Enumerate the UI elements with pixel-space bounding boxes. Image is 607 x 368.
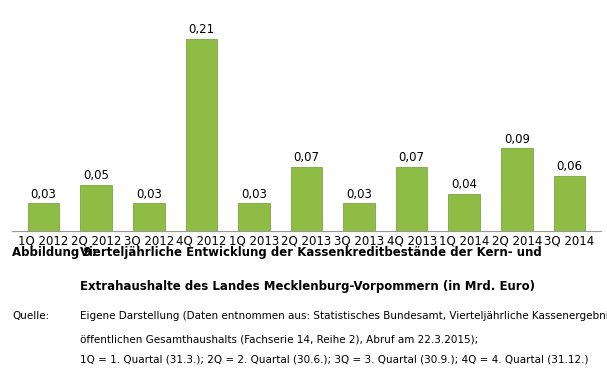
Bar <box>238 203 270 231</box>
Text: 0,07: 0,07 <box>294 151 319 164</box>
Text: 0,21: 0,21 <box>188 23 214 36</box>
Text: 0,03: 0,03 <box>346 188 372 201</box>
Text: Vierteljährliche Entwicklung der Kassenkreditbestände der Kern- und: Vierteljährliche Entwicklung der Kassenk… <box>80 246 541 259</box>
Bar <box>396 167 427 231</box>
Bar <box>81 185 112 231</box>
Bar <box>554 176 585 231</box>
Text: 0,05: 0,05 <box>83 169 109 182</box>
Text: 0,04: 0,04 <box>451 178 477 191</box>
Bar <box>186 39 217 231</box>
Bar <box>28 203 59 231</box>
Text: 0,03: 0,03 <box>31 188 56 201</box>
Text: Extrahaushalte des Landes Mecklenburg-Vorpommern (in Mrd. Euro): Extrahaushalte des Landes Mecklenburg-Vo… <box>80 280 535 293</box>
Text: Eigene Darstellung (Daten entnommen aus: Statistisches Bundesamt, Vierteljährlic: Eigene Darstellung (Daten entnommen aus:… <box>80 311 607 321</box>
Text: Quelle:: Quelle: <box>12 311 49 321</box>
Text: 0,03: 0,03 <box>241 188 267 201</box>
Bar <box>344 203 375 231</box>
Text: 0,09: 0,09 <box>504 132 530 146</box>
Text: 1Q = 1. Quartal (31.3.); 2Q = 2. Quartal (30.6.); 3Q = 3. Quartal (30.9.); 4Q = : 1Q = 1. Quartal (31.3.); 2Q = 2. Quartal… <box>80 354 588 364</box>
Text: 0,03: 0,03 <box>136 188 161 201</box>
Text: Abbildung 9:: Abbildung 9: <box>12 246 97 259</box>
Text: 0,07: 0,07 <box>399 151 425 164</box>
Bar <box>501 148 532 231</box>
Text: 0,06: 0,06 <box>557 160 582 173</box>
Bar <box>291 167 322 231</box>
Bar <box>133 203 164 231</box>
Text: öffentlichen Gesamthaushalts (Fachserie 14, Reihe 2), Abruf am 22.3.2015);: öffentlichen Gesamthaushalts (Fachserie … <box>80 335 478 345</box>
Bar <box>449 194 480 231</box>
